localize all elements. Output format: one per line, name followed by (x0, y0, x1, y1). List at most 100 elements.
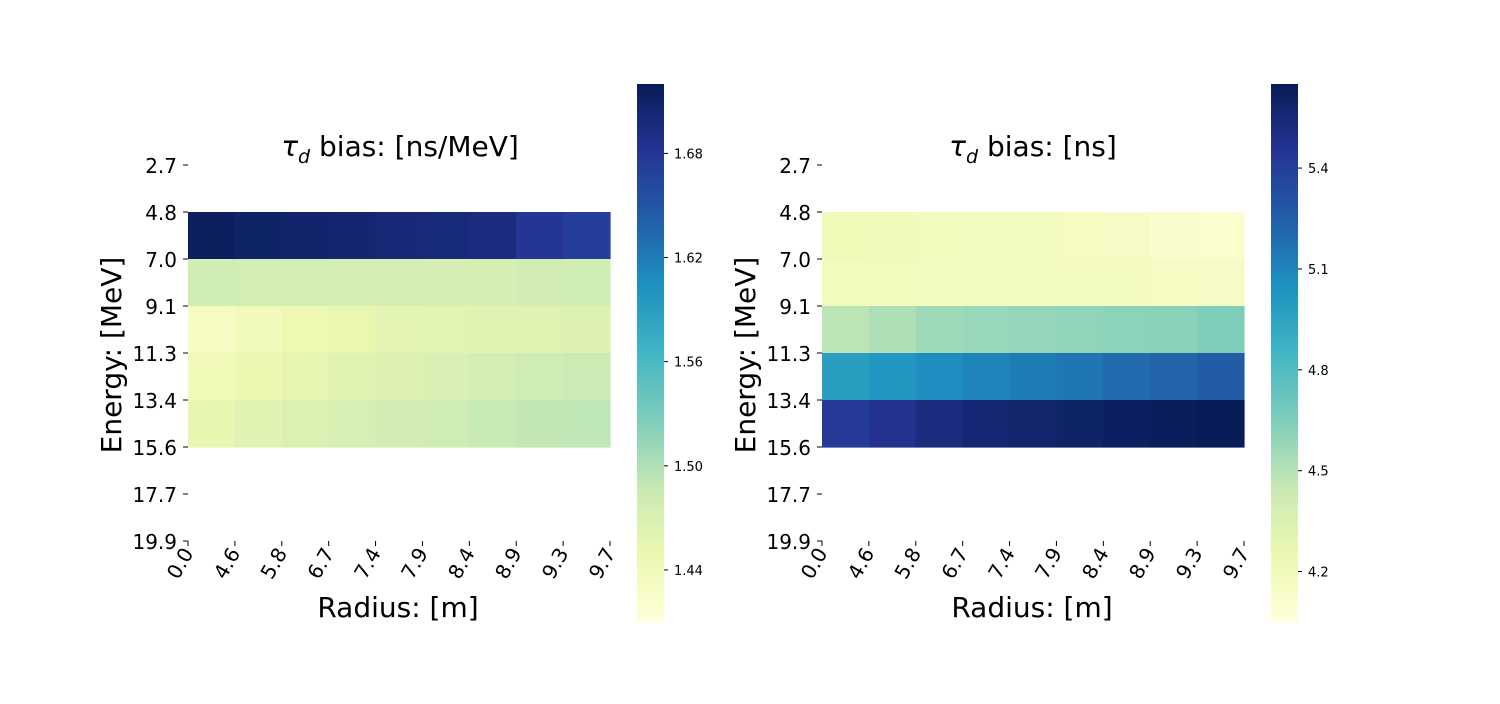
heatmap-cell (822, 259, 870, 307)
heatmap-cell (1103, 353, 1151, 401)
heatmap-cell (915, 353, 964, 401)
x-tick-label: 8.9 (1124, 544, 1161, 584)
colorbar-tick-label: 5.1 (1308, 263, 1329, 278)
heatmap-cell (281, 259, 330, 307)
y-tick-label: 9.1 (145, 295, 177, 319)
heatmap-cell (868, 306, 917, 354)
colorbar-right: 4.2 4.5 4.8 5.1 5.4 (1271, 84, 1329, 622)
heatmap-cell (962, 306, 1011, 354)
colorbar-tick-label: 1.56 (674, 356, 703, 371)
x-tick-label: 7.9 (396, 544, 433, 584)
heatmap-cell (868, 353, 917, 401)
heatmap-cell (469, 306, 517, 354)
y-tick-label: 7.0 (145, 248, 177, 272)
chart-title-left: τd bias: [ns/MeV] (281, 130, 519, 168)
heatmap-cell (1150, 212, 1198, 260)
heatmap-cell (328, 306, 377, 354)
heatmap-cell (1150, 259, 1198, 307)
x-tick-label: 9.7 (584, 544, 621, 584)
heatmap-cell (375, 212, 424, 260)
colorbar-tick-label: 4.2 (1308, 566, 1329, 581)
heatmap-cell (1103, 400, 1151, 448)
y-tick-label: 11.3 (766, 342, 811, 366)
heatmap-cell (1056, 353, 1104, 401)
y-tick-label: 2.7 (145, 154, 177, 178)
colorbar-tick-label: 1.50 (674, 460, 703, 475)
heatmap-cell (1009, 353, 1058, 401)
heatmap-cell (375, 400, 424, 448)
colorbar-gradient (1271, 84, 1298, 622)
heatmap-cell (563, 306, 611, 354)
x-tick-label: 7.4 (349, 544, 386, 584)
heatmap-cell (563, 212, 611, 260)
heatmap-cell (868, 259, 917, 307)
heatmap-cell (822, 353, 870, 401)
heatmap-cell (375, 306, 424, 354)
x-tick-label: 6.7 (936, 544, 973, 584)
y-tick-label: 4.8 (779, 201, 811, 225)
heatmap-cell (1197, 353, 1245, 401)
x-tick-label: 8.4 (443, 544, 480, 584)
heatmap-cell (234, 306, 283, 354)
heatmap-cell (962, 259, 1011, 307)
heatmap-cell (1056, 259, 1104, 307)
y-tick-label: 11.3 (132, 342, 177, 366)
heatmap-cell (1056, 400, 1104, 448)
y-ticks-right: 2.7 4.8 7.0 9.1 11.3 13.4 15.6 17.7 19.9 (766, 154, 822, 554)
x-tick-label: 5.8 (889, 544, 926, 584)
heatmap-cell (469, 212, 517, 260)
x-tick-label: 8.9 (490, 544, 527, 584)
heatmap-cell (328, 212, 377, 260)
heatmap-cell (422, 306, 470, 354)
heatmap-cell (516, 259, 564, 307)
x-tick-label: 5.8 (255, 544, 292, 584)
colorbar-tick-label: 4.8 (1308, 364, 1329, 379)
heatmap-cell (915, 212, 964, 260)
heatmap-cell (962, 353, 1011, 401)
x-tick-label: 7.9 (1030, 544, 1067, 584)
heatmap-cell (1009, 259, 1058, 307)
heatmap-cell (1103, 259, 1151, 307)
heatmap-cell (1103, 212, 1151, 260)
y-tick-label: 19.9 (132, 530, 177, 554)
heatmap-cell (375, 353, 424, 401)
heatmap-cell (1009, 212, 1058, 260)
y-axis-label-left: Energy: [MeV] (95, 257, 128, 454)
y-tick-label: 17.7 (132, 483, 177, 507)
heatmap-cell (375, 259, 424, 307)
y-tick-label: 15.6 (132, 436, 177, 460)
heatmap-cell (1197, 259, 1245, 307)
heatmap-cell (1009, 400, 1058, 448)
x-tick-label: 4.6 (843, 544, 880, 584)
x-ticks-left: 0.0 4.6 5.8 6.7 7.4 7.9 8.4 8.9 9.3 9.7 (162, 541, 621, 584)
heatmap-cell (516, 306, 564, 354)
heatmap-panel-left: τd bias: [ns/MeV] Energy: [MeV] Radius: … (95, 84, 703, 624)
heatmap-cell (563, 353, 611, 401)
y-tick-label: 9.1 (779, 295, 811, 319)
heatmap-cells-right (822, 212, 1245, 448)
heatmap-cell (1197, 212, 1245, 260)
heatmap-cell (915, 400, 964, 448)
heatmap-cell (422, 212, 470, 260)
heatmap-cell (1056, 212, 1104, 260)
heatmap-cell (469, 353, 517, 401)
heatmap-cell (1103, 306, 1151, 354)
heatmap-cell (328, 259, 377, 307)
y-tick-label: 15.6 (766, 436, 811, 460)
x-tick-label: 8.4 (1077, 544, 1114, 584)
heatmap-cell (188, 306, 236, 354)
heatmap-cell (234, 212, 283, 260)
heatmap-cell (234, 400, 283, 448)
heatmap-cell (516, 353, 564, 401)
heatmap-cell (281, 306, 330, 354)
y-tick-label: 13.4 (766, 389, 811, 413)
heatmap-cell (1150, 353, 1198, 401)
x-tick-label: 9.3 (1171, 544, 1208, 584)
heatmap-cell (328, 400, 377, 448)
heatmap-cell (234, 259, 283, 307)
x-ticks-right: 0.0 4.6 5.8 6.7 7.4 7.9 8.4 8.9 9.3 9.7 (796, 541, 1254, 584)
heatmap-cell (822, 212, 870, 260)
heatmap-cell (915, 306, 964, 354)
chart-title-right: τd bias: [ns] (949, 130, 1117, 168)
